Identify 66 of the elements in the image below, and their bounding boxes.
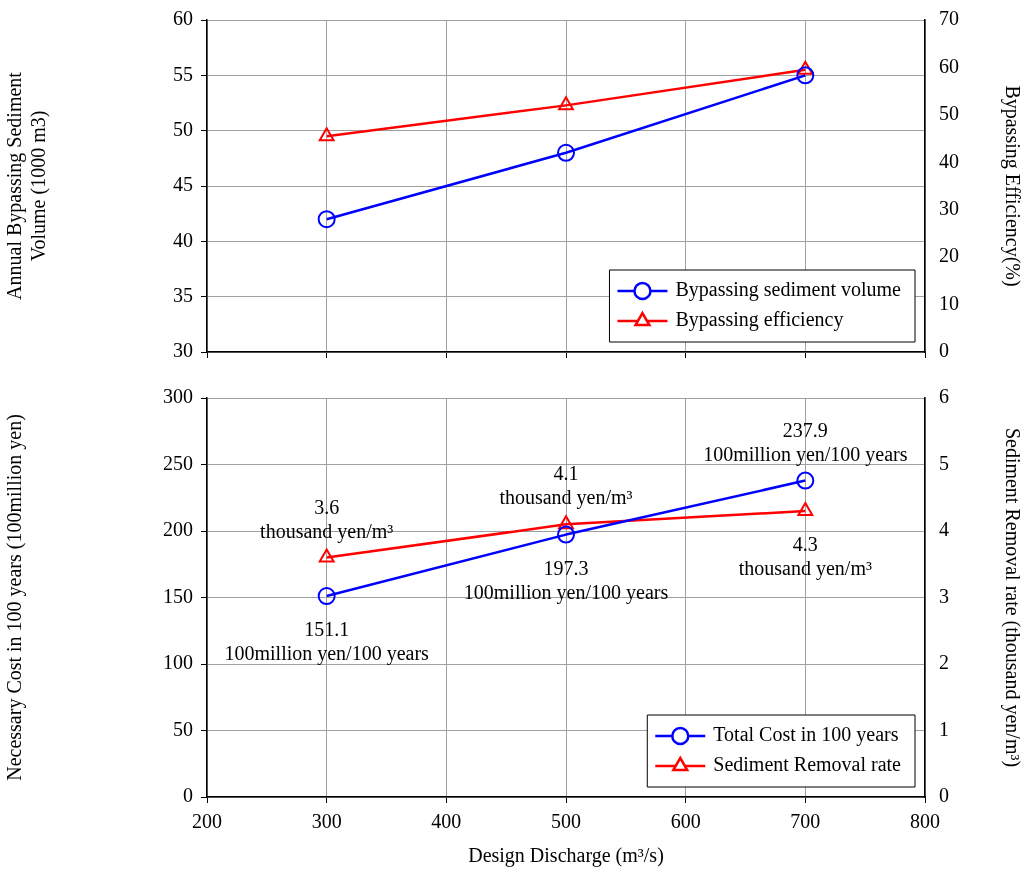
data-label: 237.9 100million yen/100 years [703, 418, 908, 466]
data-label: 3.6 [314, 495, 340, 518]
annotation: thousand yen/m³ [260, 519, 394, 543]
y-tick-label: 250 [163, 451, 193, 474]
point [318, 548, 335, 563]
y-tick-label: 50 [173, 117, 193, 140]
y2-tick-label: 0 [939, 339, 949, 362]
y-tick-label: 50 [173, 717, 193, 740]
point [557, 143, 575, 162]
y-tick-label: 200 [163, 518, 193, 541]
data-label: 151.1 100million yen/100 years [224, 618, 430, 666]
y2-tick-label: 70 [939, 7, 959, 30]
legend-label: Bypassing efficiency [675, 308, 844, 332]
legend-label: Total Cost in 100 years [713, 723, 899, 747]
y-tick-label: 45 [173, 173, 193, 196]
y2-tick-label: 1 [939, 717, 949, 740]
y-axis-title: Annual Bypassing Sediment Volume (1000 m3) [3, 71, 51, 300]
point [317, 587, 336, 606]
x-tick-label: 800 [910, 810, 940, 833]
y-tick-label: 0 [183, 784, 193, 807]
point [558, 515, 574, 530]
x-axis-title: Design Discharge (m³/s) [468, 844, 664, 868]
y-tick-label: 100 [163, 651, 193, 674]
point [797, 502, 814, 517]
y2-tick-label: 20 [939, 244, 959, 267]
point [317, 210, 336, 229]
x-tick-label: 500 [551, 810, 581, 833]
y2-tick-label: 40 [939, 149, 959, 172]
point [318, 127, 335, 142]
y-tick-label: 55 [173, 62, 193, 85]
y2-axis-title: Sediment Removal rate (thousand yen/m³) [1000, 427, 1024, 768]
x-tick-label: 700 [790, 810, 821, 833]
y2-tick-label: 5 [939, 451, 949, 474]
point [796, 66, 815, 85]
annotation: thousand yen/m³ [738, 557, 872, 581]
y-tick-label: 150 [163, 584, 193, 607]
y2-tick-label: 6 [939, 385, 949, 408]
y2-tick-label: 30 [939, 196, 959, 219]
y2-tick-label: 3 [939, 584, 949, 607]
point [797, 60, 814, 75]
data-label: 4.3 [792, 533, 818, 556]
y-tick-label: 300 [163, 385, 193, 408]
y2-tick-label: 2 [939, 651, 949, 674]
point [557, 525, 575, 544]
y2-tick-label: 0 [939, 784, 949, 807]
y-axis-title: Necessary Cost in 100 years (100million yen) [3, 414, 27, 781]
point [796, 471, 815, 490]
x-tick-label: 200 [192, 810, 222, 833]
point [558, 96, 574, 111]
x-tick-label: 400 [431, 810, 462, 833]
y2-tick-label: 50 [939, 102, 959, 125]
data-label: 4.1 [553, 462, 579, 485]
y2-axis-title: Bypassing Efficiency(%) [1000, 85, 1024, 287]
y-tick-label: 60 [173, 7, 193, 30]
x-tick-label: 300 [311, 810, 342, 833]
x-tick-label: 600 [670, 810, 701, 833]
data-label: 197.3 100million yen/100 years [463, 556, 669, 604]
y-tick-label: 35 [173, 283, 193, 306]
y2-tick-label: 60 [939, 54, 959, 77]
y-tick-label: 40 [173, 228, 193, 251]
y2-tick-label: 10 [939, 291, 959, 314]
legend-label: Sediment Removal rate [713, 753, 902, 776]
legend-label: Bypassing sediment volume [675, 278, 902, 302]
y-tick-label: 30 [173, 339, 193, 362]
y2-tick-label: 4 [939, 518, 949, 541]
annotation: thousand yen/m³ [499, 486, 633, 510]
